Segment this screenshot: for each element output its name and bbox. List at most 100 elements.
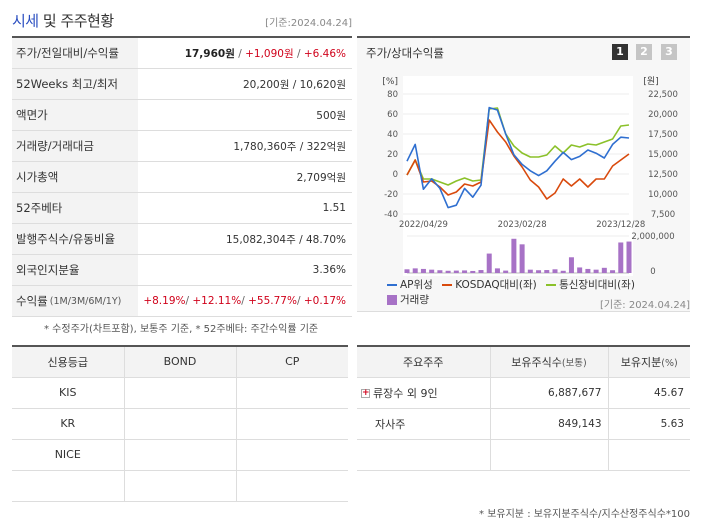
holders-header: 보유지분(%) <box>607 346 690 378</box>
summary-row: 외국인지분율 3.36% <box>12 255 352 286</box>
holders-header: 주요주주 <box>357 346 490 378</box>
summary-value: 2,709억원 <box>296 171 346 184</box>
return-3m: +12.11% <box>192 295 242 307</box>
volume-bar <box>511 238 517 273</box>
holders-header-label: 보유주식수 <box>511 355 562 369</box>
volume-axis-tick-label: 2,000,000 <box>631 232 674 242</box>
credit-agency: NICE <box>12 439 124 471</box>
table-row: 자사주 849,143 5.63 <box>357 408 690 440</box>
summary-key-sub: (1M/3M/6M/1Y) <box>49 295 122 307</box>
holders-header-sub: (%) <box>661 357 678 369</box>
volume-bar <box>585 268 591 273</box>
chart-tab-1-button[interactable]: 1 <box>612 44 628 60</box>
chart-title: 주가/상대수익률 <box>366 46 444 60</box>
return-6m: +55.77% <box>248 295 297 307</box>
credit-cp <box>235 377 348 409</box>
holder-name-cell[interactable]: + 류장수 외 9인 <box>357 377 490 409</box>
current-price: 17,960원 <box>184 47 235 60</box>
legend-label: 거래량 <box>400 294 429 306</box>
reference-date: [기준:2024.04.24] <box>265 18 352 29</box>
chart-tab-2-button[interactable]: 2 <box>636 44 652 60</box>
credit-bond <box>123 439 236 471</box>
summary-key: 거래량/거래대금 <box>12 131 138 161</box>
legend-item[interactable]: 통신장비대비(좌) <box>546 278 635 293</box>
volume-bar <box>437 270 443 273</box>
volume-bar <box>568 257 574 273</box>
chart-tab-3-button[interactable]: 3 <box>661 44 677 60</box>
holder-shares <box>489 439 608 471</box>
summary-row: 주가/전일대비/수익률 17,960원 / +1,090원 / +6.46% <box>12 38 352 69</box>
legend-label: KOSDAQ대비(좌) <box>455 279 537 291</box>
legend-item[interactable]: AP위성 <box>387 278 433 293</box>
summary-value: 15,082,304주 / 48.70% <box>225 233 346 246</box>
legend-item[interactable]: KOSDAQ대비(좌) <box>442 278 537 293</box>
legend-swatch <box>442 284 453 286</box>
volume-bar <box>429 269 435 273</box>
credit-bond <box>123 377 236 409</box>
volume-bar <box>420 268 426 273</box>
series-line-1 <box>406 119 630 200</box>
volume-bar <box>453 270 459 273</box>
left-axis-tick-label: 40 <box>387 130 398 140</box>
volume-bar <box>494 268 500 273</box>
summary-key: 52Weeks 최고/최저 <box>12 69 138 99</box>
credit-cp <box>235 439 348 471</box>
volume-bar <box>478 270 484 273</box>
credit-cp <box>235 470 348 502</box>
summary-key: 액면가 <box>12 100 138 130</box>
volume-bar <box>626 241 632 273</box>
credit-rating-table: 신용등급 BOND CP KIS KR NICE <box>12 345 348 502</box>
summary-row: 수익률 (1M/3M/6M/1Y) +8.19%/ +12.11%/ +55.77… <box>12 286 352 317</box>
right-axis-tick-label: 15,000 <box>648 150 678 160</box>
holders-footnote: * 보유지분 : 보유지분주식수/지수산정주식수*100 <box>479 509 690 520</box>
chart-panel: 주가/상대수익률 1 2 3 [%] [원] 80 60 40 20 0 -20 -40 22… <box>357 36 690 312</box>
volume-bar <box>536 270 542 273</box>
summary-row: 52Weeks 최고/최저 20,200원 / 10,620원 <box>12 69 352 100</box>
holder-shares: 6,887,677 <box>489 377 608 409</box>
expand-plus-icon[interactable]: + <box>361 388 370 398</box>
credit-cp <box>235 408 348 440</box>
summary-value: 20,200원 / 10,620원 <box>242 78 346 91</box>
right-axis-tick-label: 7,500 <box>651 210 675 220</box>
summary-value: 1,780,360주 / 322억원 <box>233 140 346 153</box>
x-axis-tick-label: 2023/12/28 <box>596 220 645 230</box>
summary-value: 500원 <box>316 109 346 122</box>
credit-bond <box>123 470 236 502</box>
holder-name: 류장수 외 9인 <box>373 386 438 400</box>
right-axis-unit: [원] <box>643 76 658 87</box>
section-header: 시세 및 주주현황 [기준:2024.04.24] <box>12 10 352 32</box>
summary-key-label: 수익률 <box>16 294 48 308</box>
chart-plot-area <box>403 76 633 276</box>
volume-bar <box>486 253 492 273</box>
summary-value: 1.51 <box>322 202 346 214</box>
price-change-rate: +6.46% <box>303 47 346 60</box>
table-row <box>357 439 690 471</box>
stock-chart: [%] [원] 80 60 40 20 0 -20 -40 22,500 20,000 17,50… <box>382 76 678 277</box>
summary-key: 시가총액 <box>12 162 138 192</box>
price-summary-table: 주가/전일대비/수익률 17,960원 / +1,090원 / +6.46% 5… <box>12 36 352 317</box>
volume-bar <box>527 269 533 273</box>
legend-swatch <box>387 295 397 305</box>
right-axis-tick-label: 10,000 <box>648 190 678 200</box>
major-shareholders-table: 주요주주 보유주식수(보통) 보유지분(%) + 류장수 외 9인 6,887,6… <box>357 345 690 471</box>
volume-bar <box>577 267 583 273</box>
volume-bar <box>462 270 468 273</box>
summary-value: 3.36% <box>312 264 346 276</box>
legend-swatch <box>387 284 397 286</box>
right-axis-tick-label: 12,500 <box>648 170 678 180</box>
volume-bar <box>519 244 525 273</box>
volume-bar <box>593 269 599 273</box>
right-axis-tick-label: 20,000 <box>648 110 678 120</box>
summary-row: 발행주식수/유동비율 15,082,304주 / 48.70% <box>12 224 352 255</box>
legend-item[interactable]: 거래량 <box>387 293 429 308</box>
credit-header: CP <box>235 346 348 378</box>
chart-reference-date: [기준: 2024.04.24] <box>599 300 690 311</box>
summary-value: 17,960원 / +1,090원 / +6.46% <box>184 47 346 60</box>
chart-legend: AP위성 KOSDAQ대비(좌) 통신장비대비(좌) 거래량 <box>387 278 687 308</box>
section-title-rest: 및 주주현황 <box>38 12 114 30</box>
holder-percent <box>607 439 690 471</box>
left-axis-tick-label: 60 <box>387 110 398 120</box>
volume-bar <box>445 270 451 273</box>
series-line-0 <box>406 106 630 209</box>
left-axis-tick-label: 80 <box>387 90 398 100</box>
